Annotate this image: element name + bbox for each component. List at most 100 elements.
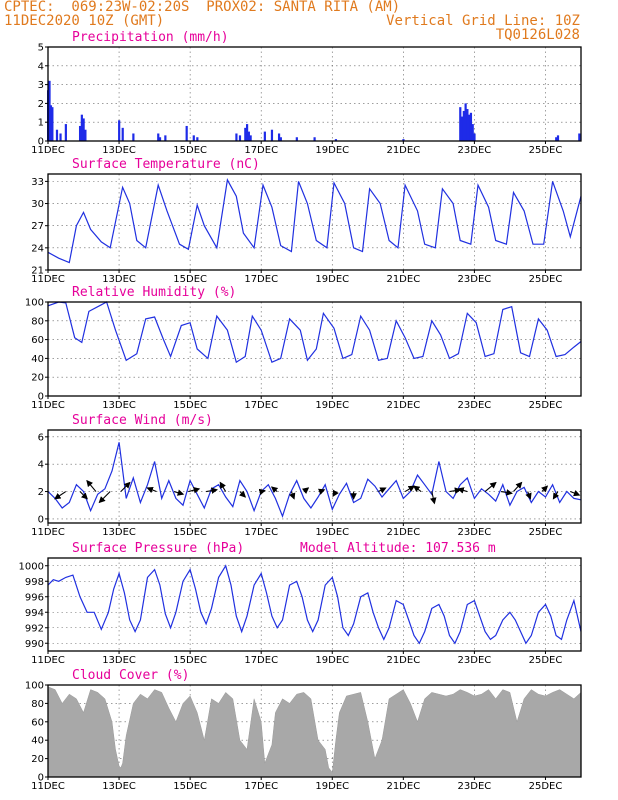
wind-arrow (289, 491, 296, 500)
y-tick-label: 80 (31, 316, 44, 327)
wind-arrow (404, 485, 416, 493)
plot-frame (47, 301, 582, 397)
y-tick-label: 0 (38, 392, 44, 403)
header-grid-note: Vertical Grid Line: 10Z (386, 13, 580, 29)
precip-bar (464, 103, 467, 141)
plot-frame (47, 684, 582, 778)
x-tick-label: 21DEC (386, 781, 420, 792)
precip-bar (244, 127, 247, 141)
x-tick-label: 19DEC (315, 655, 349, 666)
panel-title: Surface Temperature (nC) (72, 157, 260, 172)
y-tick-label: 21 (31, 266, 44, 277)
y-tick-label: 996 (25, 592, 44, 603)
wind-arrow (219, 481, 227, 492)
precip-bar (473, 133, 476, 141)
wind-arrow (332, 489, 339, 497)
x-tick-label: 25DEC (529, 400, 563, 411)
x-tick-label: 21DEC (386, 527, 420, 538)
plot-frame (47, 557, 582, 652)
y-tick-label: 100 (25, 298, 44, 309)
y-tick-label: 60 (31, 335, 44, 346)
series-line (47, 178, 582, 264)
wind-arrow (206, 487, 219, 494)
precip-bar (247, 131, 250, 141)
panel-title: Surface Pressure (hPa) (72, 541, 244, 556)
wind-arrow (270, 486, 279, 494)
x-tick-label: 11DEC (31, 781, 65, 792)
x-tick-label: 19DEC (315, 274, 349, 285)
precip-bar (249, 135, 252, 141)
x-tick-label: 13DEC (102, 655, 136, 666)
precip-bar (192, 135, 195, 141)
panel-title: Precipitation (mm/h) (72, 30, 229, 45)
wind-arrow (301, 487, 310, 494)
x-tick-label: 13DEC (102, 781, 136, 792)
precip-bar (313, 137, 316, 141)
panel-title: Surface Wind (m/s) (72, 413, 213, 428)
x-tick-label: 15DEC (173, 781, 207, 792)
wind-arrow (86, 479, 97, 492)
precip-bar (235, 133, 238, 141)
precip-bar (277, 133, 281, 141)
wind-arrow (430, 491, 437, 505)
plot-frame (47, 173, 582, 271)
x-tick-label: 15DEC (173, 400, 207, 411)
x-tick-label: 11DEC (31, 145, 65, 156)
wind-arrow (413, 485, 422, 493)
panel-title: Cloud Cover (%) (72, 668, 189, 683)
precip-bar (466, 109, 469, 141)
wind-arrow (457, 487, 468, 494)
panel-3: 0 20 40 60 80 100 11DEC 13DEC 15DEC 17DEC 19DEC 21D… (25, 285, 582, 411)
wind-arrow (258, 488, 266, 496)
series-line (47, 442, 582, 518)
precip-bar (55, 129, 59, 141)
x-tick-label: 21DEC (386, 274, 420, 285)
x-tick-label: 23DEC (458, 527, 492, 538)
precip-bar (238, 135, 242, 141)
y-tick-label: 0 (38, 514, 44, 525)
y-tick-label: 998 (25, 577, 44, 588)
x-tick-label: 17DEC (244, 145, 278, 156)
precip-bar (469, 112, 473, 141)
panel-1: 0 1 2 3 4 5 11DEC 13DEC 15DEC 17DEC 19DEC 21DEC 23DE… (31, 30, 582, 156)
plot-frame (47, 429, 582, 524)
precip-bar (459, 107, 462, 141)
panel-5: 990 992 994 996 998 1000 11DEC 13DEC 15DEC 17DEC 1… (19, 541, 582, 666)
precip-bar (157, 133, 160, 141)
precip-bar (555, 137, 558, 141)
x-tick-label: 15DEC (173, 145, 207, 156)
precip-bar (263, 131, 266, 141)
wind-arrow (173, 489, 185, 496)
precip-bar (578, 133, 581, 141)
y-tick-label: 3 (38, 80, 44, 91)
y-tick-label: 1 (38, 118, 44, 129)
series-line (47, 564, 582, 645)
precip-bar (334, 139, 338, 141)
wind-arrow (98, 491, 111, 504)
x-tick-label: 23DEC (458, 145, 492, 156)
precip-bar (48, 80, 51, 141)
wind-arrow (188, 486, 201, 494)
precip-bar (245, 124, 249, 141)
plot-frame (47, 46, 582, 142)
x-tick-label: 21DEC (386, 145, 420, 156)
y-tick-label: 20 (31, 754, 44, 765)
wind-arrow (525, 491, 532, 500)
wind-arrow (317, 488, 326, 495)
y-tick-label: 4 (38, 61, 44, 72)
precip-bar (471, 124, 474, 141)
x-tick-label: 25DEC (529, 145, 563, 156)
y-tick-label: 992 (25, 623, 44, 634)
precip-bar (196, 137, 199, 141)
x-tick-label: 13DEC (102, 145, 136, 156)
wind-arrow (54, 491, 67, 500)
x-tick-label: 17DEC (244, 655, 278, 666)
y-tick-label: 4 (38, 460, 44, 471)
x-tick-label: 13DEC (102, 400, 136, 411)
y-tick-label: 0 (38, 773, 44, 784)
precip-bar (49, 105, 53, 141)
precip-bar (84, 129, 87, 141)
x-tick-label: 17DEC (244, 400, 278, 411)
header-model-id: TQ0126L028 (495, 27, 580, 43)
y-tick-label: 0 (38, 137, 44, 148)
